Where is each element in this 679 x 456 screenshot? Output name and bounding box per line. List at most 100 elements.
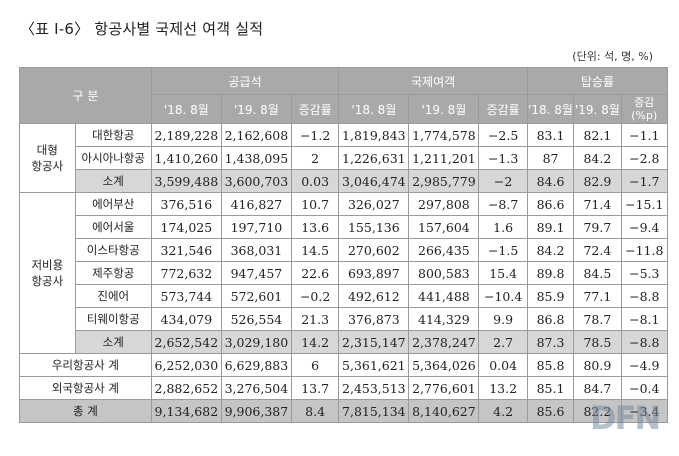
cell-value: 321,546 <box>150 238 222 262</box>
cell-value: 326,027 <box>338 192 410 216</box>
cell-value: 87.3 <box>526 330 575 354</box>
cell-value: 1,819,843 <box>338 123 410 147</box>
cell-value: 82.9 <box>573 169 622 193</box>
cell-value: −2.8 <box>620 146 669 170</box>
cell-value: −4.9 <box>620 353 669 377</box>
cell-value: 8.4 <box>290 399 340 423</box>
cell-value: −0.4 <box>620 376 669 400</box>
cell-value: 3,029,180 <box>220 330 292 354</box>
table-title: 〈표 Ⅰ-6〉 항공사별 국제선 여객 실적 <box>20 20 264 38</box>
cell-value: 2,985,779 <box>408 169 480 193</box>
table-row: 제주항공 772,632 947,457 22.6 693,897 800,583 15.4… <box>20 261 669 285</box>
cell-value: 197,710 <box>220 215 292 239</box>
row-label: 아시아나항공 <box>74 146 152 170</box>
row-label: 제주항공 <box>74 261 152 285</box>
cell-value: 573,744 <box>150 284 222 308</box>
header-sub-0: '18. 8월 <box>150 94 222 124</box>
header-sub-2: 증감률 <box>290 94 340 124</box>
cell-value: 85.9 <box>526 284 575 308</box>
cell-value: 8,140,627 <box>408 399 480 423</box>
cell-value: 2 <box>290 146 340 170</box>
table-row: 소계 3,599,488 3,600,703 0.03 3,046,474 2,985,7… <box>20 169 669 193</box>
cell-value: 772,632 <box>150 261 222 285</box>
cell-value: −2.5 <box>478 123 528 147</box>
table-row: 소계 2,652,542 3,029,180 14.2 2,315,147 2,378,2… <box>20 330 669 354</box>
cell-value: 6,252,030 <box>150 353 222 377</box>
cell-value: 947,457 <box>220 261 292 285</box>
cell-value: 87 <box>526 146 575 170</box>
cell-value: 1.6 <box>478 215 528 239</box>
cell-value: 414,329 <box>408 307 480 331</box>
table-row: 진에어 573,744 572,601 −0.2 492,612 441,488 −10.4… <box>20 284 669 308</box>
watermark-text: DFN <box>590 399 661 437</box>
cell-value: 14.2 <box>290 330 340 354</box>
cell-value: 2,315,147 <box>338 330 410 354</box>
row-label: 에어부산 <box>74 192 152 216</box>
cell-value: −2 <box>478 169 528 193</box>
header-sub-8: 증감 (%p) <box>620 94 669 124</box>
cell-value: 492,612 <box>338 284 410 308</box>
header-group-passengers: 국제여객 <box>338 67 528 95</box>
cell-value: 441,488 <box>408 284 480 308</box>
cell-value: 376,516 <box>150 192 222 216</box>
header-sub-7: '19. 8월 <box>573 94 622 124</box>
cell-value: 368,031 <box>220 238 292 262</box>
cell-value: 434,079 <box>150 307 222 331</box>
cell-value: 526,554 <box>220 307 292 331</box>
cell-value: 3,276,504 <box>220 376 292 400</box>
cell-value: 77.1 <box>573 284 622 308</box>
cell-value: 9,906,387 <box>220 399 292 423</box>
cell-value: 297,808 <box>408 192 480 216</box>
row-label: 이스타항공 <box>74 238 152 262</box>
cell-value: 78.5 <box>573 330 622 354</box>
cell-value: 9.9 <box>478 307 528 331</box>
row-label: 진에어 <box>74 284 152 308</box>
cell-value: 2,882,652 <box>150 376 222 400</box>
cell-value: 270,602 <box>338 238 410 262</box>
table-row: 대형 항공사 대한항공 2,189,228 2,162,608 −1.2 1,819,843… <box>19 123 669 193</box>
cell-value: 416,827 <box>220 192 292 216</box>
cell-value: 174,025 <box>150 215 222 239</box>
cell-value: 800,583 <box>408 261 480 285</box>
cell-value: 13.6 <box>290 215 340 239</box>
cell-value: −1.5 <box>478 238 528 262</box>
cell-value: 85.8 <box>526 353 575 377</box>
cell-value: −8.8 <box>620 330 669 354</box>
cell-value: 1,410,260 <box>150 146 222 170</box>
cell-value: −1.3 <box>478 146 528 170</box>
cell-value: 72.4 <box>573 238 622 262</box>
cell-value: 13.7 <box>290 376 340 400</box>
cell-value: 266,435 <box>408 238 480 262</box>
cell-value: 89.1 <box>526 215 575 239</box>
cell-value: 693,897 <box>338 261 410 285</box>
cell-value: 1,438,095 <box>220 146 292 170</box>
cell-value: 80.9 <box>573 353 622 377</box>
cell-value: 3,600,703 <box>220 169 292 193</box>
cell-value: 1,774,578 <box>408 123 480 147</box>
cell-value: −1.1 <box>620 123 669 147</box>
row-label: 티웨이항공 <box>74 307 152 331</box>
cell-value: 5,364,026 <box>408 353 480 377</box>
table-row: 우리항공사 계 6,252,030 6,629,883 6 5,361,621 5,364… <box>19 353 669 377</box>
cell-value: 82.2 <box>573 399 622 423</box>
cell-value: 157,604 <box>408 215 480 239</box>
cell-value: 2,453,513 <box>338 376 410 400</box>
cell-value: 71.4 <box>573 192 622 216</box>
cell-value: −10.4 <box>478 284 528 308</box>
cell-value: 155,136 <box>338 215 410 239</box>
group-label: 대형 항공사 <box>19 123 76 193</box>
cell-value: 83.1 <box>526 123 575 147</box>
cell-value: 78.7 <box>573 307 622 331</box>
header-category: 구 분 <box>19 67 152 124</box>
cell-value: 3,046,474 <box>338 169 410 193</box>
cell-value: 2,776,601 <box>408 376 480 400</box>
cell-value: 84.6 <box>526 169 575 193</box>
cell-value: 86.8 <box>526 307 575 331</box>
cell-value: 6,629,883 <box>220 353 292 377</box>
cell-value: 7,815,134 <box>338 399 410 423</box>
cell-value: 5,361,621 <box>338 353 410 377</box>
cell-value: −11.8 <box>620 238 669 262</box>
watermark-logo: DFN <box>590 397 664 437</box>
cell-value: 1,211,201 <box>408 146 480 170</box>
header-sub-4: '19. 8월 <box>408 94 480 124</box>
